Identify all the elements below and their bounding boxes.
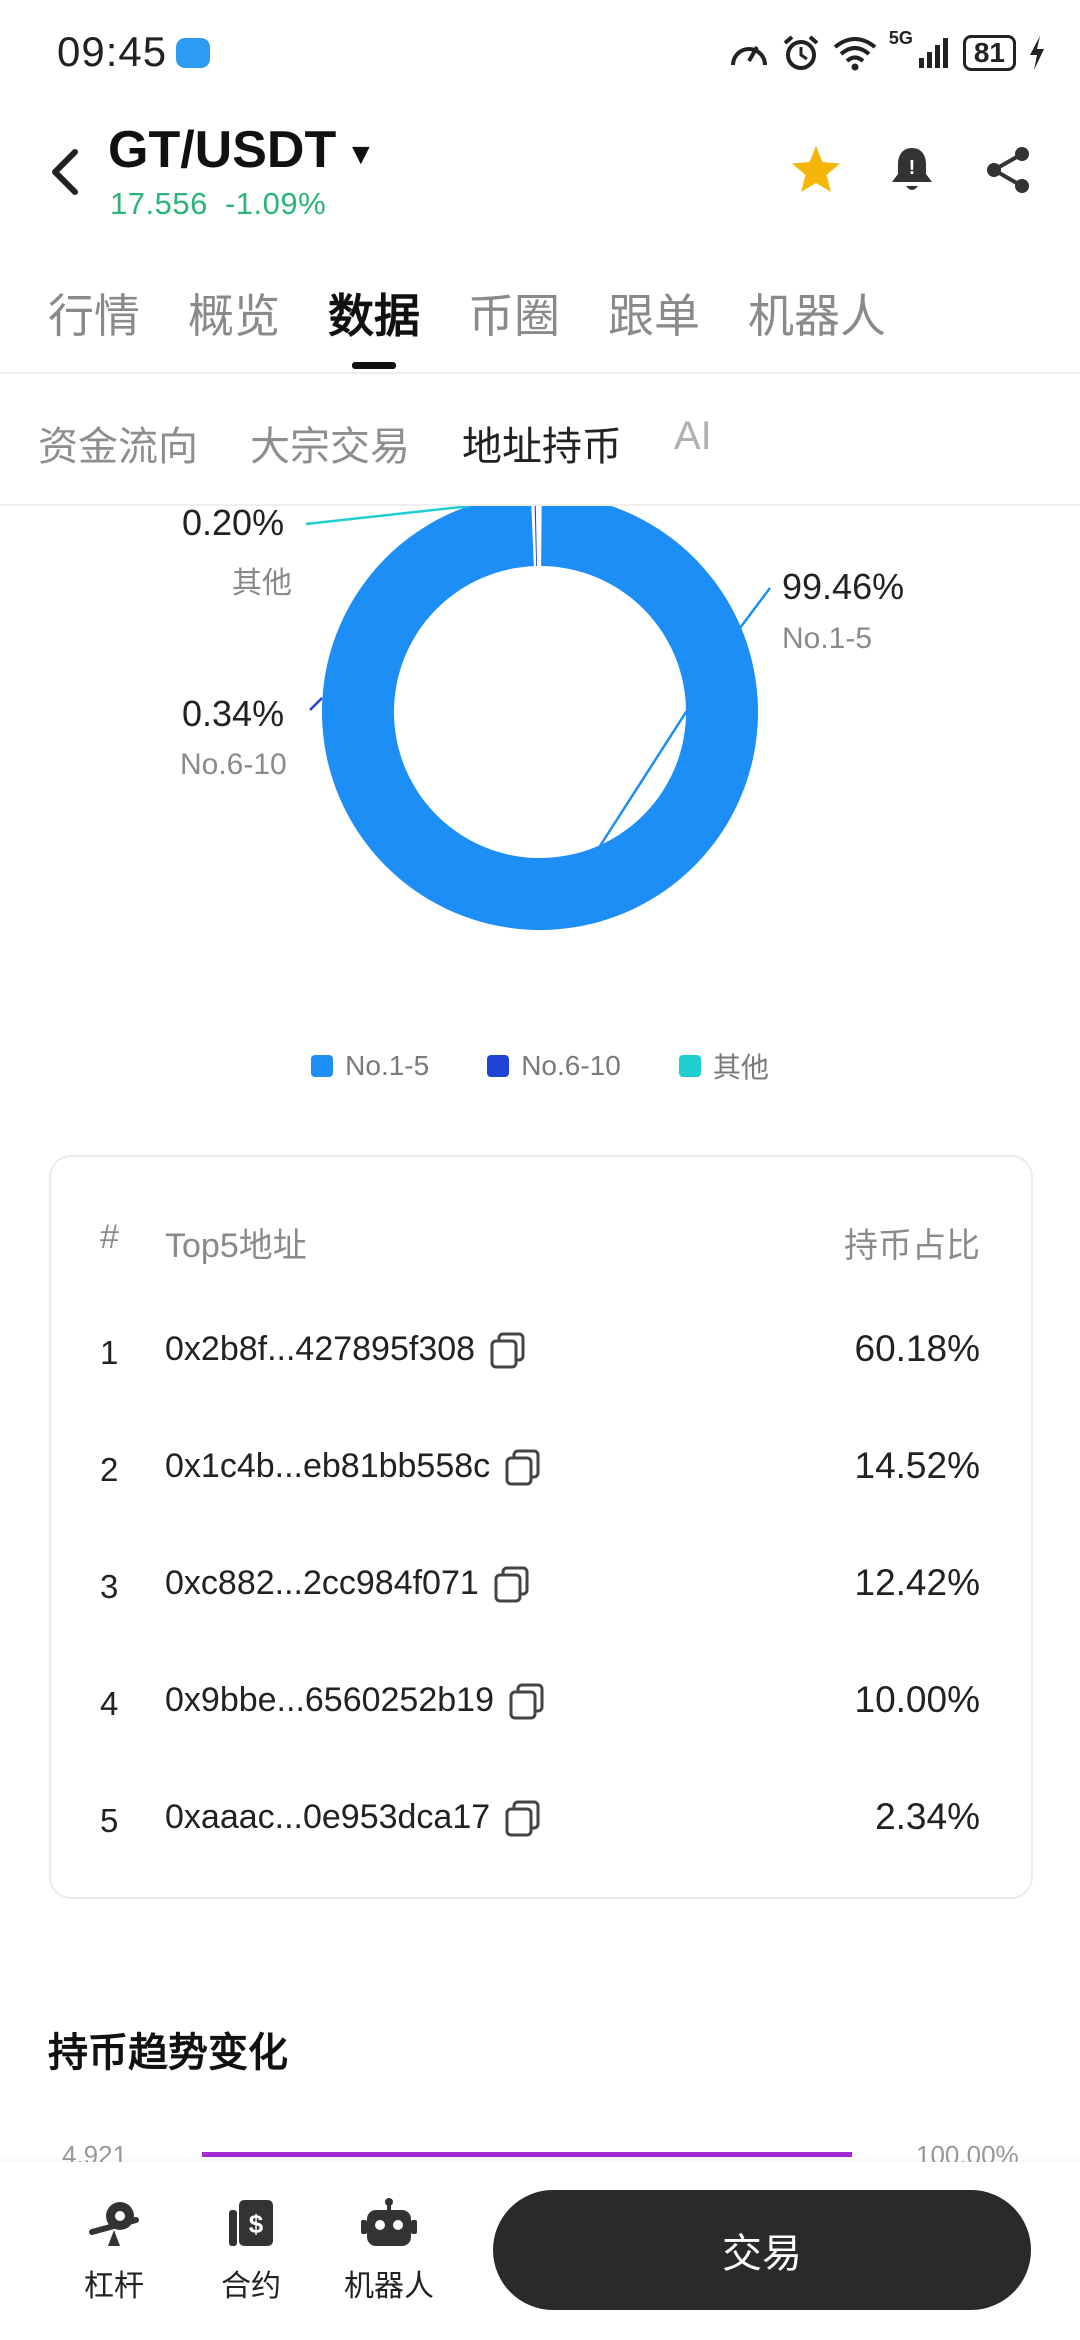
charging-icon: [1030, 36, 1044, 70]
table-header-share: 持币占比: [844, 1227, 980, 1265]
contract-button[interactable]: $ 合约: [196, 2198, 306, 2305]
copy-icon[interactable]: [504, 1799, 542, 1837]
trend-line: [202, 2152, 852, 2157]
address-text: 0xc882...2cc984f071: [165, 1564, 479, 1602]
price-alert-bell-icon[interactable]: !: [882, 140, 942, 200]
table-row-address: 0xaaac...0e953dca17: [165, 1798, 542, 1837]
robot-button[interactable]: 机器人: [334, 2198, 444, 2305]
table-row-share: 2.34%: [875, 1796, 980, 1837]
trend-section-title: 持币趋势变化: [48, 2031, 288, 2075]
tab-robot[interactable]: 机器人: [748, 290, 886, 342]
battery-indicator: 81: [962, 35, 1016, 71]
copy-icon[interactable]: [504, 1448, 542, 1486]
tab-overview[interactable]: 概览: [188, 290, 280, 342]
alarm-icon: [783, 35, 819, 70]
chart-legend: No.1-5 No.6-10 其他: [0, 1046, 1080, 1086]
pair-change: -1.09%: [224, 186, 327, 221]
subtab-ai[interactable]: AI: [674, 414, 712, 458]
address-text: 0xaaac...0e953dca17: [165, 1798, 491, 1836]
legend-item[interactable]: No.6-10: [487, 1046, 621, 1086]
leader-line-top6-10: [309, 697, 323, 711]
subtab-address-holdings[interactable]: 地址持币: [462, 425, 622, 469]
sub-tabs: 资金流向 大宗交易 地址持币 AI: [38, 414, 764, 472]
table-row-rank: 2: [100, 1451, 119, 1488]
table-row-address: 0x9bbe...6560252b19: [165, 1681, 546, 1720]
legend-label: 其他: [712, 1052, 769, 1083]
copy-icon[interactable]: [489, 1331, 527, 1369]
back-arrow-icon[interactable]: [45, 142, 83, 202]
signal-icon: [918, 38, 948, 68]
status-icons: 5G 81: [729, 28, 1046, 78]
holdings-donut-chart: [305, 506, 771, 930]
svg-text:$: $: [249, 2209, 264, 2239]
legend-swatch: [311, 1055, 334, 1077]
wifi-icon: [833, 37, 877, 71]
chat-notification-icon: [176, 38, 210, 68]
table-row-address: 0x2b8f...427895f308: [165, 1330, 527, 1369]
tab-divider: [0, 372, 1080, 374]
pair-price-change: 17.556 -1.09%: [110, 186, 326, 222]
contract-label: 合约: [221, 2270, 281, 2303]
leader-line-other: [305, 506, 471, 526]
donut-label-top1-5-name: No.1-5: [782, 622, 873, 655]
legend-swatch: [487, 1055, 510, 1077]
legend-swatch: [678, 1055, 701, 1077]
table-row-rank: 1: [100, 1334, 119, 1371]
legend-label: No.6-10: [521, 1050, 621, 1081]
tab-data[interactable]: 数据: [328, 280, 420, 369]
contract-icon: $: [229, 2200, 273, 2246]
donut-label-top6-10-value: 0.34%: [182, 693, 285, 734]
donut-slice-1[interactable]: [322, 506, 758, 930]
donut-label-other-name: 其他: [232, 567, 292, 600]
copy-icon[interactable]: [493, 1565, 531, 1603]
share-icon[interactable]: [978, 140, 1038, 200]
donut-chart-container: [0, 506, 1080, 986]
trade-button[interactable]: 交易: [493, 2190, 1031, 2310]
table-row-address: 0x1c4b...eb81bb558c: [165, 1447, 542, 1486]
leverage-button[interactable]: 杠杆: [59, 2198, 169, 2305]
address-text: 0x1c4b...eb81bb558c: [165, 1447, 491, 1485]
leverage-icon: [89, 2202, 139, 2246]
tab-community[interactable]: 币圈: [468, 290, 560, 342]
table-row-address: 0xc882...2cc984f071: [165, 1564, 531, 1603]
table-header-rank: #: [100, 1218, 119, 1256]
speed-icon: [730, 46, 767, 66]
subtab-fund-flow[interactable]: 资金流向: [38, 425, 198, 469]
table-row-share: 10.00%: [854, 1679, 981, 1720]
top5-address-card: [49, 1155, 1033, 1899]
network-type: 5G: [888, 28, 913, 48]
legend-item[interactable]: 其他: [678, 1046, 769, 1086]
table-row-share: 60.18%: [854, 1328, 981, 1369]
pair-price: 17.556: [110, 186, 208, 221]
table-row-share: 12.42%: [854, 1562, 981, 1603]
legend-label: No.1-5: [345, 1050, 430, 1081]
address-text: 0x2b8f...427895f308: [165, 1330, 476, 1368]
address-text: 0x9bbe...6560252b19: [165, 1681, 494, 1719]
copy-icon[interactable]: [508, 1682, 546, 1720]
table-row-share: 14.52%: [854, 1445, 981, 1486]
table-row-rank: 5: [100, 1802, 119, 1839]
tab-market[interactable]: 行情: [48, 290, 140, 342]
donut-slice-2[interactable]: [534, 506, 538, 567]
pair-dropdown-icon[interactable]: ▼: [346, 138, 376, 171]
table-row-rank: 3: [100, 1568, 119, 1605]
status-time: 09:45: [57, 28, 168, 75]
donut-label-top6-10-name: No.6-10: [180, 748, 287, 781]
favorite-star-icon[interactable]: [786, 140, 846, 200]
svg-text:!: !: [909, 157, 916, 179]
subtab-divider: [0, 504, 1080, 506]
leverage-label: 杠杆: [84, 2270, 144, 2303]
donut-label-top1-5-value: 99.46%: [782, 566, 905, 607]
leader-line-top1-5: [598, 587, 771, 847]
tab-copy-trading[interactable]: 跟单: [608, 290, 700, 342]
table-row-rank: 4: [100, 1685, 119, 1722]
table-header-address: Top5地址: [165, 1227, 307, 1265]
pair-title[interactable]: GT/USDT: [108, 121, 337, 179]
subtab-block-trades[interactable]: 大宗交易: [250, 425, 410, 469]
robot-icon: [361, 2198, 417, 2246]
robot-label: 机器人: [344, 2270, 434, 2303]
legend-item[interactable]: No.1-5: [311, 1046, 429, 1086]
main-tabs: 行情 概览 数据 币圈 跟单 机器人: [48, 280, 934, 369]
donut-label-other-value: 0.20%: [182, 502, 285, 543]
